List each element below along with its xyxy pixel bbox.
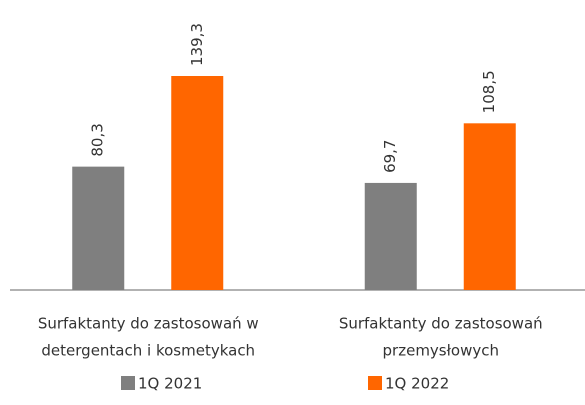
bar bbox=[171, 76, 224, 290]
bar bbox=[364, 182, 417, 290]
bar bbox=[72, 166, 125, 290]
value-label: 69,7 bbox=[381, 140, 399, 173]
legend-swatch bbox=[368, 376, 382, 390]
legend-swatch bbox=[121, 376, 135, 390]
x-tick-label: przemysłowych bbox=[383, 342, 499, 360]
legend-label: 1Q 2021 bbox=[138, 375, 202, 393]
x-tick-label: detergentach i kosmetykach bbox=[41, 342, 255, 360]
x-tick-label: Surfaktanty do zastosowań w bbox=[38, 315, 259, 333]
legend-label: 1Q 2022 bbox=[385, 375, 449, 393]
value-label: 108,5 bbox=[480, 70, 498, 113]
x-tick-label: Surfaktanty do zastosowań bbox=[339, 315, 543, 333]
value-label: 80,3 bbox=[89, 123, 107, 156]
value-label: 139,3 bbox=[188, 23, 206, 66]
bar bbox=[463, 123, 516, 290]
